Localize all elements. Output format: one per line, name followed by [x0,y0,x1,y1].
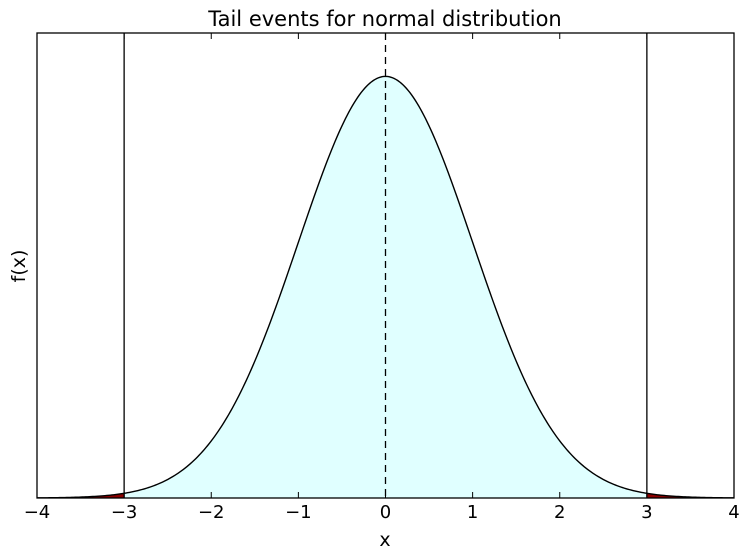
x-axis-label: x [379,529,390,551]
x-tick-label: −3 [111,502,138,523]
x-tick-label: 0 [380,502,391,523]
y-axis-label: f(x) [8,250,30,283]
x-tick-label: 2 [554,502,565,523]
tail-region-1 [37,493,125,498]
chart-title: Tail events for normal distribution [207,7,561,31]
x-tick-label: −4 [24,502,51,523]
tail-region-2 [646,493,734,498]
plot-area: −4 −3 −2 −1 0 1 2 3 4 [24,32,740,523]
density-curve [36,75,735,499]
x-tick-label: 4 [728,502,739,523]
x-tick-label: 3 [641,502,652,523]
x-tick-label: −1 [285,502,312,523]
x-tick-label: −2 [198,502,225,523]
x-tick-label: 1 [467,502,478,523]
